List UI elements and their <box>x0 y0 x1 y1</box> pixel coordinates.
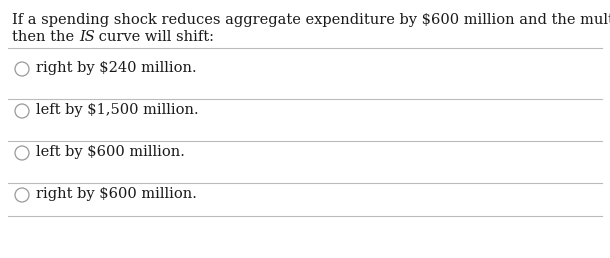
Text: right by $600 million.: right by $600 million. <box>36 187 197 201</box>
Text: IS: IS <box>79 30 95 44</box>
Text: left by $1,500 million.: left by $1,500 million. <box>36 103 199 117</box>
Text: If a spending shock reduces aggregate expenditure by $600 million and the multip: If a spending shock reduces aggregate ex… <box>12 13 610 27</box>
Text: right by $240 million.: right by $240 million. <box>36 61 196 75</box>
Text: then the: then the <box>12 30 79 44</box>
Text: curve will shift:: curve will shift: <box>95 30 215 44</box>
Text: left by $600 million.: left by $600 million. <box>36 145 185 159</box>
